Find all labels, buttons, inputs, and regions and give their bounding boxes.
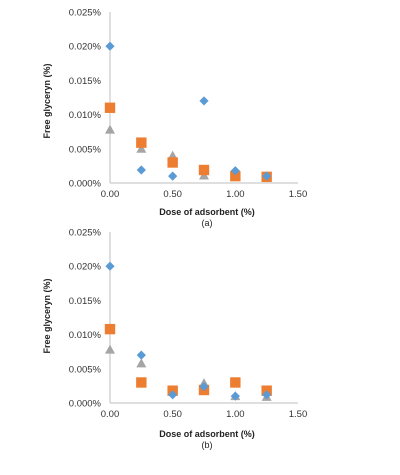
square-marker	[104, 102, 116, 113]
square-marker	[136, 137, 147, 148]
y-tick-label: 0.015%	[69, 76, 102, 87]
figure-caption: (a)	[202, 218, 213, 228]
diamond-marker	[105, 261, 115, 271]
y-tick-label: 0.005%	[69, 364, 102, 375]
diamond-marker	[262, 390, 272, 400]
y-tick-label: 0.025%	[69, 228, 102, 239]
scatter-chart-b: 0.000% 0.005% 0.010% 0.015% 0.020% 0.025% 0.0…	[42, 228, 308, 451]
axes	[109, 232, 298, 404]
triangle-marker	[136, 143, 147, 153]
diamond-marker	[199, 96, 209, 106]
y-tick-label: 0.010%	[69, 330, 102, 341]
chart-panel-b: 0.000% 0.005% 0.010% 0.015% 0.020% 0.025% 0.0…	[0, 226, 400, 475]
diamond-marker	[168, 171, 178, 181]
square-marker	[104, 323, 116, 335]
x-tick-label: 1.50	[289, 409, 308, 420]
data-points	[104, 41, 272, 183]
y-tick-label: 0.010%	[69, 110, 102, 121]
square-marker	[230, 170, 241, 182]
diamond-marker	[230, 166, 240, 176]
square-marker	[167, 157, 178, 168]
figure-caption: (b)	[202, 440, 213, 450]
x-tick-label: 1.00	[226, 189, 245, 200]
x-axis-title: Dose of adsorbent (%)	[159, 429, 255, 439]
diamond-marker	[136, 350, 146, 360]
triangle-marker	[136, 358, 147, 368]
y-tick-label: 0.015%	[69, 296, 102, 307]
x-tick-labels: 0.00 0.50 1.00 1.50	[101, 189, 308, 200]
diamond-marker	[136, 165, 146, 175]
axes	[109, 12, 298, 184]
diamond-marker	[168, 390, 178, 400]
x-tick-label: 0.00	[101, 409, 120, 420]
data-points	[104, 261, 272, 401]
chart-panel-a: 0.000% 0.005% 0.010% 0.015% 0.020% 0.025% 0.0…	[0, 0, 400, 237]
y-axis-title: Free glyceryn (%)	[42, 278, 52, 353]
y-tick-label: 0.000%	[69, 179, 102, 190]
scatter-chart-a: 0.000% 0.005% 0.010% 0.015% 0.020% 0.025% 0.0…	[42, 8, 308, 229]
y-tick-label: 0.005%	[69, 144, 102, 155]
diamond-marker	[105, 41, 115, 51]
x-tick-label: 0.50	[163, 409, 182, 420]
square-marker	[198, 164, 210, 176]
triangle-marker	[105, 124, 115, 134]
triangle-marker	[105, 344, 115, 354]
y-axis-title: Free glyceryn (%)	[42, 63, 52, 138]
square-marker	[230, 377, 241, 388]
y-tick-label: 0.000%	[69, 399, 102, 410]
x-axis-title: Dose of adsorbent (%)	[159, 207, 255, 217]
x-tick-label: 1.00	[226, 409, 245, 420]
x-tick-label: 0.50	[163, 189, 182, 200]
y-tick-label: 0.020%	[69, 42, 102, 53]
y-tick-label: 0.025%	[69, 8, 102, 19]
square-marker	[136, 377, 147, 388]
y-tick-labels: 0.000% 0.005% 0.010% 0.015% 0.020% 0.025%	[69, 228, 102, 410]
diamond-marker	[199, 381, 209, 392]
y-tick-labels: 0.000% 0.005% 0.010% 0.015% 0.020% 0.025%	[69, 8, 102, 190]
x-tick-labels: 0.00 0.50 1.00 1.50	[101, 409, 308, 420]
diamond-marker	[262, 171, 272, 181]
y-tick-label: 0.020%	[69, 262, 102, 273]
x-tick-label: 1.50	[289, 189, 308, 200]
x-tick-label: 0.00	[101, 189, 120, 200]
